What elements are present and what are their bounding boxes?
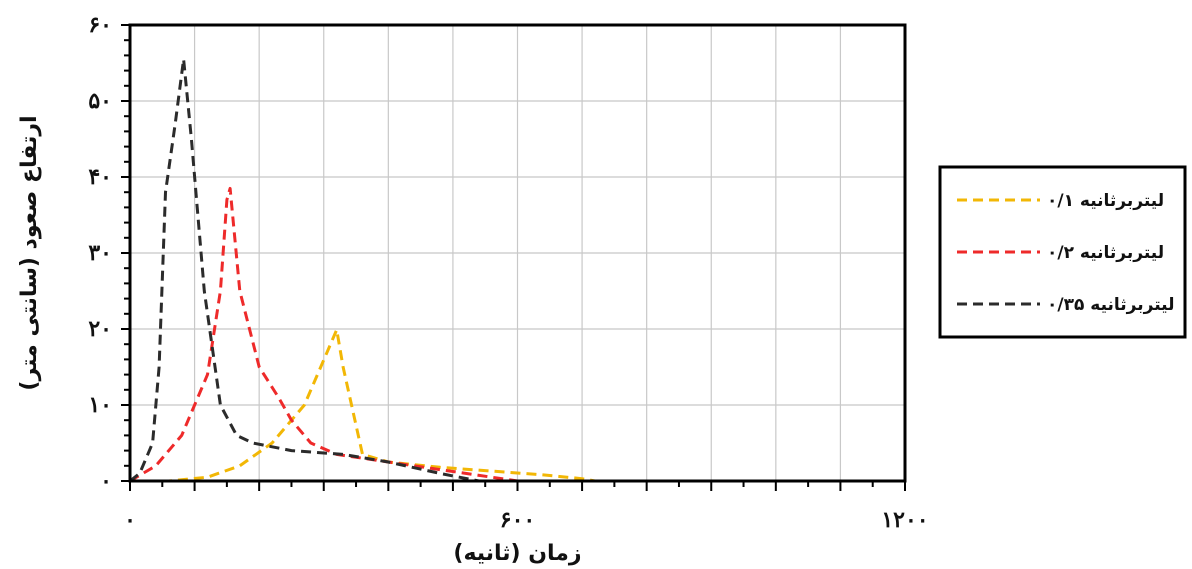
x-tick-label: ۰ — [124, 507, 136, 533]
y-axis-title: ارتفاع صعود (سانتی متر) — [17, 115, 42, 390]
series-lines — [129, 57, 596, 483]
x-axis-title: زمان (ثانیه) — [453, 541, 581, 566]
y-tick-label: ۶۰ — [88, 12, 112, 38]
x-tick-label: ۱۲۰۰ — [881, 507, 928, 533]
y-tick-label: ۳۰ — [88, 240, 112, 266]
y-tick-label: ۰ — [100, 468, 112, 494]
y-tick-label: ۲۰ — [88, 316, 112, 342]
legend: ۰/۱ لیتربرثانیه ۰/۲ لیتربرثانیه ۰/۳۵ لیترب… — [938, 165, 1187, 339]
series-line — [129, 57, 518, 483]
legend-label: ۰/۳۵ لیتربرثانیه — [1047, 295, 1174, 315]
y-tick-label: ۴۰ — [88, 164, 112, 190]
x-tick-label: ۶۰۰ — [500, 507, 535, 533]
y-tick-label: ۱۰ — [88, 392, 112, 418]
series-line — [130, 328, 596, 483]
grid — [130, 25, 905, 481]
y-tick-label: ۵۰ — [88, 88, 112, 114]
legend-label: ۰/۲ لیتربرثانیه — [1047, 243, 1164, 263]
legend-label: ۰/۱ لیتربرثانیه — [1047, 191, 1164, 211]
